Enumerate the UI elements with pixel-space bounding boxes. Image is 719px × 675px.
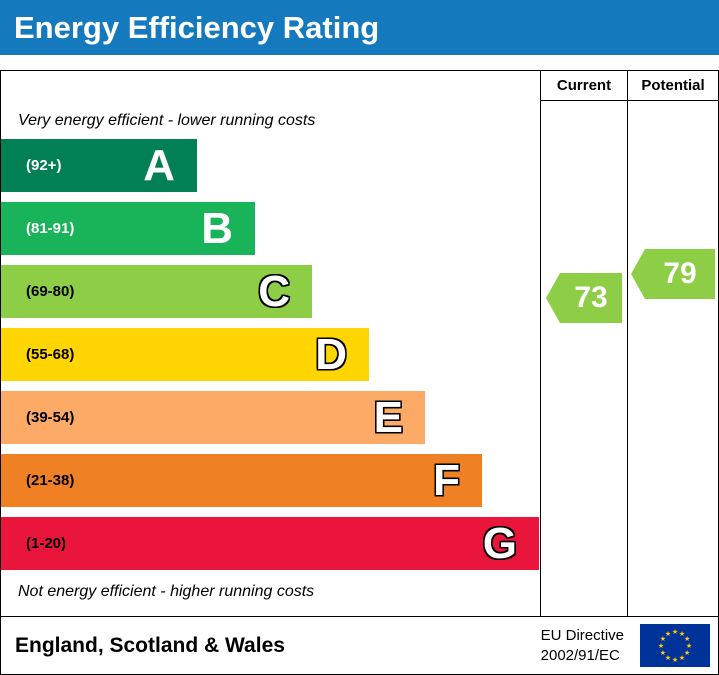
band-d-letter: D — [315, 329, 347, 379]
band-e-letter: E — [373, 392, 403, 442]
eu-directive-line2: 2002/91/EC — [540, 646, 620, 664]
svg-text:★: ★ — [665, 654, 671, 662]
eu-directive-block: EU Directive 2002/91/EC ★ ★ ★ ★ ★ ★ ★ ★ … — [541, 624, 710, 667]
svg-text:★: ★ — [665, 630, 671, 638]
svg-text:★: ★ — [672, 656, 678, 664]
band-c-letter: C — [258, 266, 290, 316]
caption-bottom: Not energy efficient - higher running co… — [18, 583, 315, 600]
current-column: 73 — [541, 101, 628, 616]
band-b: (81-91) B — [1, 202, 255, 255]
corner-cell — [1, 71, 541, 101]
svg-text:★: ★ — [679, 654, 685, 662]
bands-area: Very energy efficient - lower running co… — [1, 101, 541, 616]
svg-text:★: ★ — [679, 630, 685, 638]
svg-text:★: ★ — [660, 649, 666, 657]
pointer-tip-icon — [631, 249, 645, 299]
band-f: (21-38) F — [1, 454, 482, 507]
eu-directive-text: EU Directive 2002/91/EC — [541, 626, 624, 666]
eu-directive-line1: EU Directive — [540, 626, 624, 644]
footer: England, Scotland & Wales EU Directive 2… — [0, 617, 719, 675]
svg-text:★: ★ — [686, 642, 692, 650]
band-d: (55-68) D — [1, 328, 369, 381]
band-c: (69-80) C — [1, 265, 312, 318]
band-g: (1-20) G — [1, 517, 539, 570]
table-body: Very energy efficient - lower running co… — [1, 101, 718, 616]
svg-text:★: ★ — [672, 628, 678, 636]
band-g-range: (1-20) — [26, 535, 67, 552]
band-b-range: (81-91) — [26, 220, 75, 237]
svg-text:★: ★ — [660, 635, 666, 643]
column-header-current: Current — [541, 71, 628, 101]
potential-rating-marker: 79 — [631, 249, 715, 299]
potential-rating-value: 79 — [645, 249, 715, 299]
caption-top: Very energy efficient - lower running co… — [18, 112, 316, 129]
pointer-tip-icon — [546, 273, 560, 323]
current-rating-marker: 73 — [546, 273, 622, 323]
band-a-range: (92+) — [26, 157, 62, 174]
table-header-row: Current Potential — [1, 71, 718, 101]
svg-text:★: ★ — [684, 649, 690, 657]
band-g-letter: G — [482, 518, 517, 568]
band-b-letter: B — [201, 203, 233, 253]
band-f-range: (21-38) — [26, 472, 75, 489]
column-header-potential: Potential — [628, 71, 718, 101]
rating-table: Current Potential Very energy efficient … — [0, 70, 719, 617]
current-rating-value: 73 — [560, 273, 622, 323]
page-title: Energy Efficiency Rating — [14, 9, 380, 45]
eu-flag-icon: ★ ★ ★ ★ ★ ★ ★ ★ ★ ★ ★ ★ — [640, 624, 710, 667]
band-a-letter: A — [143, 140, 175, 190]
potential-column: 79 — [628, 101, 718, 616]
band-a: (92+) A — [1, 139, 197, 192]
svg-text:★: ★ — [658, 642, 664, 650]
band-c-range: (69-80) — [26, 283, 75, 300]
band-f-letter: F — [433, 455, 460, 505]
title-bar: Energy Efficiency Rating — [0, 0, 719, 55]
band-e: (39-54) E — [1, 391, 425, 444]
svg-text:★: ★ — [684, 635, 690, 643]
band-e-range: (39-54) — [26, 409, 75, 426]
band-d-range: (55-68) — [26, 346, 75, 363]
region-label: England, Scotland & Wales — [15, 633, 285, 657]
